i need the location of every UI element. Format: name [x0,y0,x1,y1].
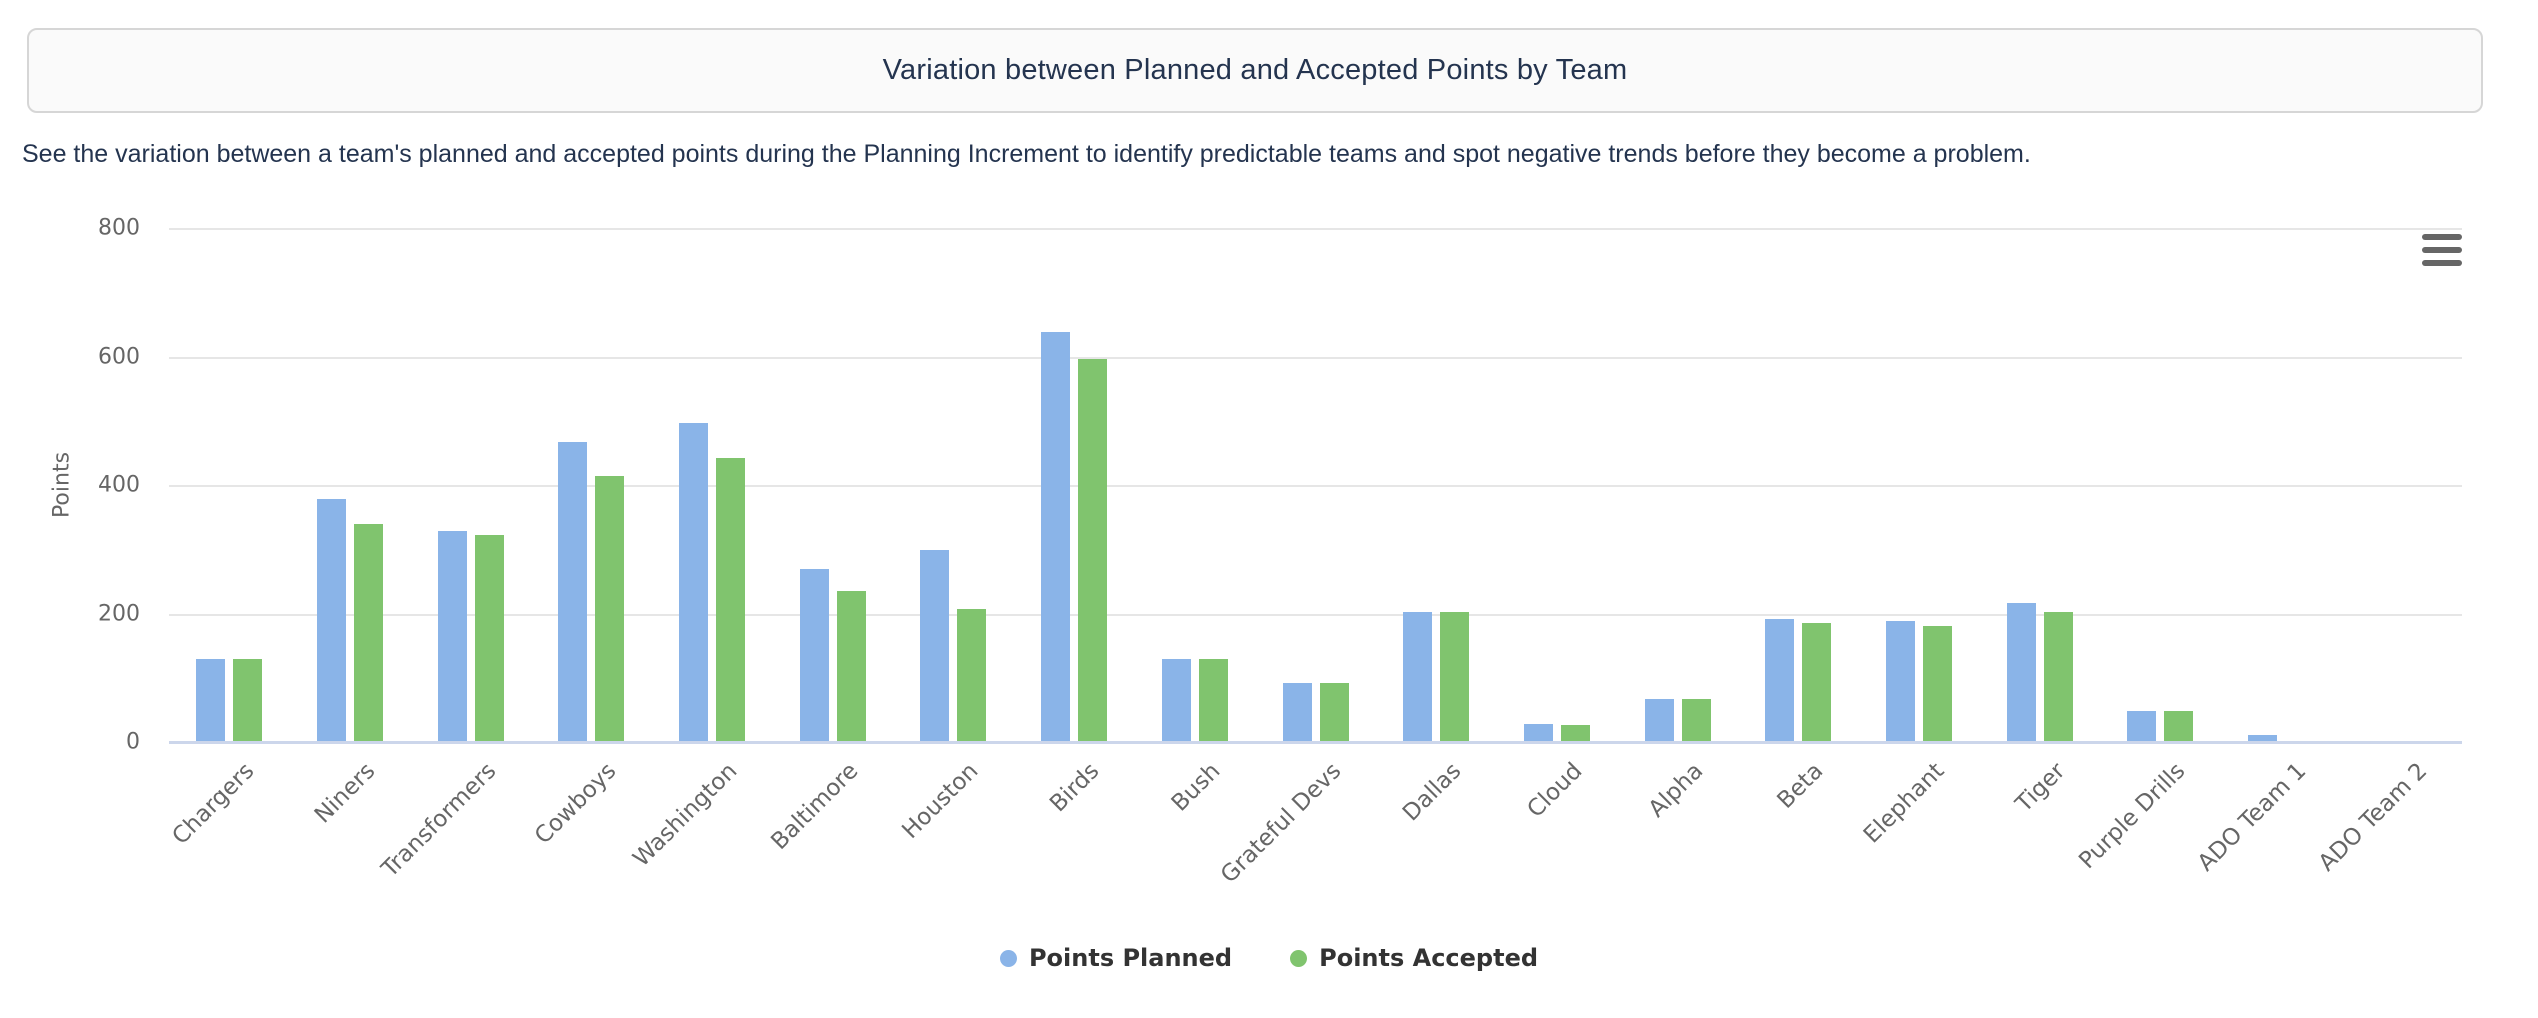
x-label-alpha: Alpha [1643,758,1709,823]
x-label-washington: Washington [628,758,743,872]
bar-cowboys-points-planned[interactable] [558,442,587,741]
legend-item-points-planned[interactable]: Points Planned [999,944,1233,972]
y-tick-label: 800 [98,215,140,241]
y-axis-title: Points [49,451,75,519]
x-label-grateful-devs: Grateful Devs [1216,758,1347,889]
x-label-houston: Houston [897,758,984,844]
x-label-niners: Niners [309,758,381,829]
y-tick-label: 200 [98,601,140,627]
x-label-bush: Bush [1166,758,1226,817]
legend-label: Points Accepted [1319,944,1539,972]
bar-cloud-points-planned[interactable] [1524,724,1553,741]
bar-dallas-points-planned[interactable] [1403,612,1432,741]
bar-tiger-points-planned[interactable] [2007,603,2036,741]
chart-title: Variation between Planned and Accepted P… [882,54,1628,86]
x-label-baltimore: Baltimore [766,758,864,856]
bar-washington-points-planned[interactable] [679,423,708,741]
hamburger-bar [2422,260,2462,266]
bar-purple-drills-points-planned[interactable] [2127,711,2156,741]
bar-dallas-points-accepted[interactable] [1440,612,1469,741]
bar-niners-points-accepted[interactable] [354,524,383,741]
bar-beta-points-planned[interactable] [1765,619,1794,741]
bar-grateful-devs-points-planned[interactable] [1283,683,1312,741]
bar-ado-team-1-points-planned[interactable] [2248,735,2277,741]
x-label-ado-team-1: ADO Team 1 [2192,758,2312,877]
bar-cowboys-points-accepted[interactable] [595,476,624,741]
bar-niners-points-planned[interactable] [317,499,346,741]
x-axis-line [169,741,2462,744]
x-label-transformers: Transformers [376,758,502,883]
legend: Points Planned Points Accepted [0,944,2538,972]
bar-chargers-points-accepted[interactable] [233,659,262,741]
chart-title-box: Variation between Planned and Accepted P… [27,28,2483,113]
bar-cloud-points-accepted[interactable] [1561,725,1590,741]
x-label-beta: Beta [1772,758,1829,814]
bar-baltimore-points-accepted[interactable] [837,591,866,741]
bar-tiger-points-accepted[interactable] [2044,612,2073,741]
y-tick-label: 0 [126,729,140,755]
legend-label: Points Planned [1028,944,1233,972]
bar-chargers-points-planned[interactable] [196,659,225,741]
bar-birds-points-planned[interactable] [1041,332,1070,741]
x-label-birds: Birds [1045,758,1105,818]
bar-grateful-devs-points-accepted[interactable] [1320,683,1349,741]
x-label-cowboys: Cowboys [530,758,622,850]
x-label-tiger: Tiger [2011,758,2071,818]
gridline [169,357,2462,359]
x-label-cloud: Cloud [1522,758,1588,823]
bar-washington-points-accepted[interactable] [716,458,745,741]
bar-purple-drills-points-accepted[interactable] [2164,711,2193,741]
y-tick-label: 400 [98,472,140,498]
bar-alpha-points-planned[interactable] [1645,699,1674,741]
x-label-chargers: Chargers [167,758,260,850]
gridline [169,228,2462,230]
bar-alpha-points-accepted[interactable] [1682,699,1711,741]
bar-elephant-points-accepted[interactable] [1923,626,1952,741]
bar-birds-points-accepted[interactable] [1078,359,1107,741]
x-label-purple-drills: Purple Drills [2074,758,2191,875]
y-tick-label: 600 [98,344,140,370]
legend-marker-icon [999,949,1017,967]
x-label-ado-team-2: ADO Team 2 [2313,758,2433,877]
bar-elephant-points-planned[interactable] [1886,621,1915,741]
legend-item-points-accepted[interactable]: Points Accepted [1290,944,1538,972]
bar-beta-points-accepted[interactable] [1802,623,1831,741]
bar-bush-points-planned[interactable] [1162,659,1191,741]
x-label-elephant: Elephant [1858,758,1950,849]
chart-subtitle: See the variation between a team's plann… [22,140,2031,168]
hamburger-bar [2422,234,2462,240]
bar-transformers-points-accepted[interactable] [475,535,504,741]
bar-transformers-points-planned[interactable] [438,531,467,741]
bar-bush-points-accepted[interactable] [1199,659,1228,741]
bar-houston-points-planned[interactable] [920,550,949,741]
hamburger-icon[interactable] [2422,233,2464,267]
gridline [169,485,2462,487]
gridline [169,614,2462,616]
hamburger-bar [2422,247,2462,253]
x-label-dallas: Dallas [1398,758,1467,827]
bar-houston-points-accepted[interactable] [957,609,986,741]
legend-marker-icon [1290,949,1308,967]
bar-baltimore-points-planned[interactable] [800,569,829,741]
